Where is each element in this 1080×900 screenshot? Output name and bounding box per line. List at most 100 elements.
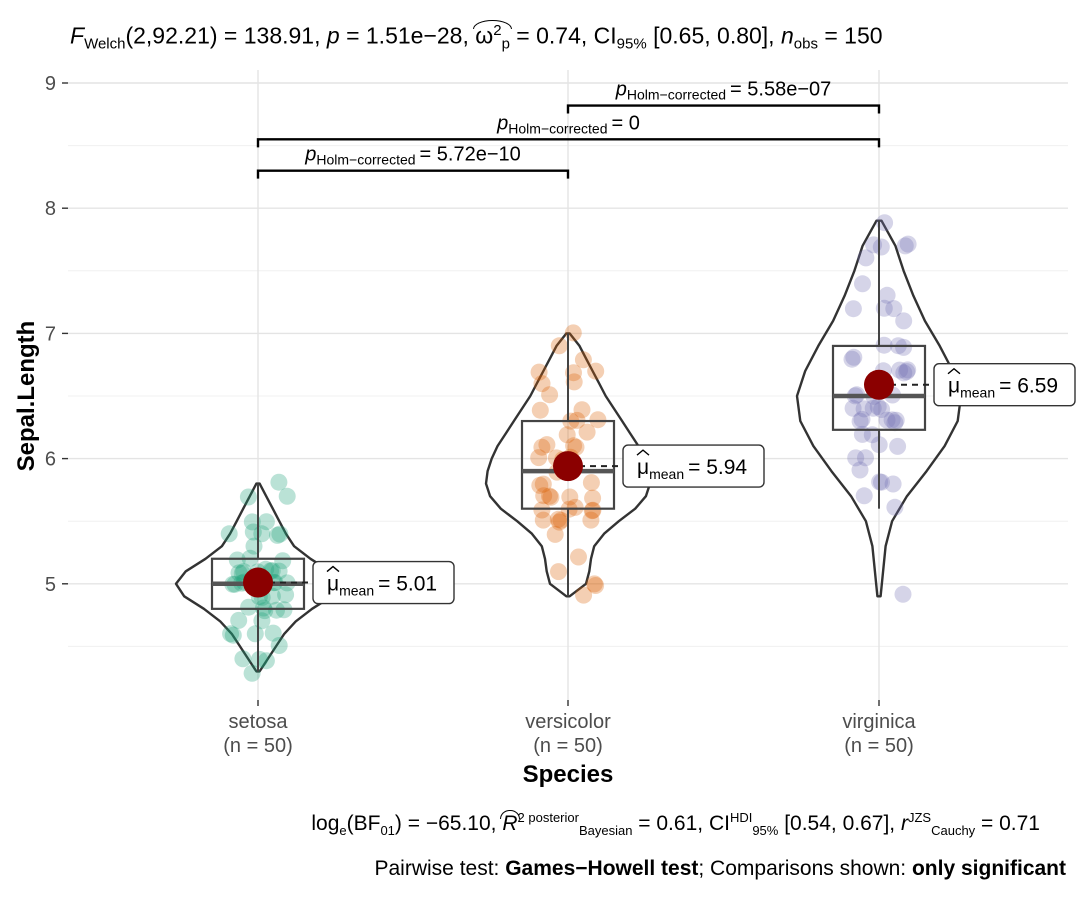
x-axis-title: Species <box>523 761 614 788</box>
data-point-versicolor <box>565 364 582 382</box>
mean-symbol: μ <box>948 375 960 398</box>
ci-value: [0.65, 0.80], <box>653 22 775 49</box>
data-point-versicolor <box>564 324 582 342</box>
data-point-setosa <box>268 601 285 619</box>
data-point-versicolor <box>561 488 579 506</box>
data-point-setosa <box>271 525 289 543</box>
data-point-versicolor <box>533 438 551 456</box>
comparison-p-sub: Holm−corrected <box>316 152 415 168</box>
data-point-virginica <box>844 399 862 417</box>
data-point-virginica <box>884 475 902 493</box>
comparison-bracket <box>256 169 570 179</box>
hdi-sup: HDI <box>729 810 753 825</box>
mean-symbol: μ <box>637 456 649 479</box>
data-point-versicolor <box>530 449 548 467</box>
data-point-setosa <box>257 513 275 531</box>
data-point-virginica <box>857 249 875 267</box>
mean-sub: mean <box>649 466 684 482</box>
data-point-versicolor <box>589 411 607 429</box>
data-point-versicolor <box>575 586 593 604</box>
data-point-versicolor <box>531 476 549 494</box>
data-point-versicolor <box>587 362 605 380</box>
comparison-label: pHolm−corrected = 5.72e−10 <box>304 144 521 168</box>
violin-setosa <box>174 482 342 673</box>
data-point-virginica <box>873 401 891 418</box>
data-point-virginica <box>898 363 916 381</box>
pairwise-prefix: Pairwise test: <box>374 857 506 880</box>
data-point-versicolor <box>541 487 558 505</box>
data-point-setosa <box>228 551 246 569</box>
violin-versicolor <box>484 332 652 598</box>
effect-symbol: ω2p <box>473 20 512 53</box>
effect-value: = 0.74, <box>516 22 588 49</box>
comparison-p-value: = 5.58e−07 <box>730 79 831 101</box>
data-point-setosa <box>239 488 257 506</box>
data-point-versicolor <box>574 351 592 369</box>
data-point-virginica <box>854 275 871 293</box>
data-point-versicolor <box>584 501 602 519</box>
data-point-versicolor <box>550 513 568 531</box>
mean-sub: mean <box>339 583 374 599</box>
stat-sub: Welch <box>84 35 126 53</box>
stats-subtitle: FWelch(2,92.21) = 138.91, p = 1.51e−28, … <box>70 20 883 53</box>
bf-mid-sub: 01 <box>380 823 395 839</box>
comparisons-value: only significant <box>911 857 1066 880</box>
data-point-versicolor <box>567 438 585 456</box>
data-point-versicolor <box>534 511 552 529</box>
data-point-setosa <box>264 624 282 642</box>
box-versicolor <box>520 419 616 510</box>
r2-value: = 0.61, <box>638 812 704 835</box>
data-point-virginica <box>899 235 917 253</box>
data-point-versicolor <box>541 386 559 404</box>
comparison-bracket <box>256 138 881 148</box>
mean-sub: mean <box>960 385 995 401</box>
mean-label-box-virginica <box>933 363 1076 407</box>
p-value: = 1.51e−28, <box>346 22 469 49</box>
bf-value: ) = −65.10, <box>394 812 497 835</box>
y-tick-label: 6 <box>45 449 56 471</box>
data-point-versicolor <box>583 502 601 520</box>
ci-label: CI <box>593 22 617 49</box>
n-value: = 150 <box>824 22 883 49</box>
comparison-label: pHolm−corrected = 0 <box>496 112 640 136</box>
data-point-virginica <box>851 461 869 479</box>
data-point-versicolor <box>550 563 567 581</box>
comparison-p-sub: Holm−corrected <box>508 120 607 136</box>
comparison-p-symbol: p <box>615 79 627 101</box>
comparison-p-symbol: p <box>496 112 508 134</box>
data-point-virginica <box>865 236 883 254</box>
mean-label-setosa: μmean = 5.01 <box>327 573 437 599</box>
data-point-virginica <box>886 414 904 432</box>
violin-virginica <box>795 219 963 598</box>
effect-sup: 2 <box>493 22 502 39</box>
bf-prefix: log <box>311 812 340 835</box>
comparison-bracket <box>566 104 881 114</box>
data-point-versicolor <box>542 488 560 506</box>
hdi-label: CI <box>708 812 730 835</box>
comparison-p-symbol: p <box>304 144 316 166</box>
data-point-versicolor <box>582 511 600 529</box>
x-n-label-setosa: (n = 50) <box>223 735 292 757</box>
mean-value: = 5.01 <box>378 573 437 596</box>
pairwise-caption: Pairwise test: Games−Howell test; Compar… <box>375 857 1067 881</box>
data-point-versicolor <box>549 510 567 528</box>
data-point-versicolor <box>565 373 583 391</box>
data-point-versicolor <box>531 401 549 419</box>
data-point-virginica <box>876 214 894 232</box>
mean-marker-setosa <box>243 567 273 598</box>
n-sub: obs <box>793 35 818 53</box>
data-point-versicolor <box>535 487 553 505</box>
data-point-versicolor <box>552 511 570 529</box>
mean-value: = 5.94 <box>688 456 747 479</box>
y-tick-label: 5 <box>45 574 56 596</box>
r-sup: JZS <box>907 810 932 825</box>
data-point-virginica <box>885 300 903 318</box>
data-point-versicolor <box>538 436 556 454</box>
r-sub: Cauchy <box>931 823 976 839</box>
data-point-virginica <box>855 487 873 505</box>
x-tick-label-versicolor: versicolor <box>525 711 611 733</box>
mean-label-virginica: μmean = 6.59 <box>948 375 1058 401</box>
data-point-virginica <box>869 398 887 416</box>
